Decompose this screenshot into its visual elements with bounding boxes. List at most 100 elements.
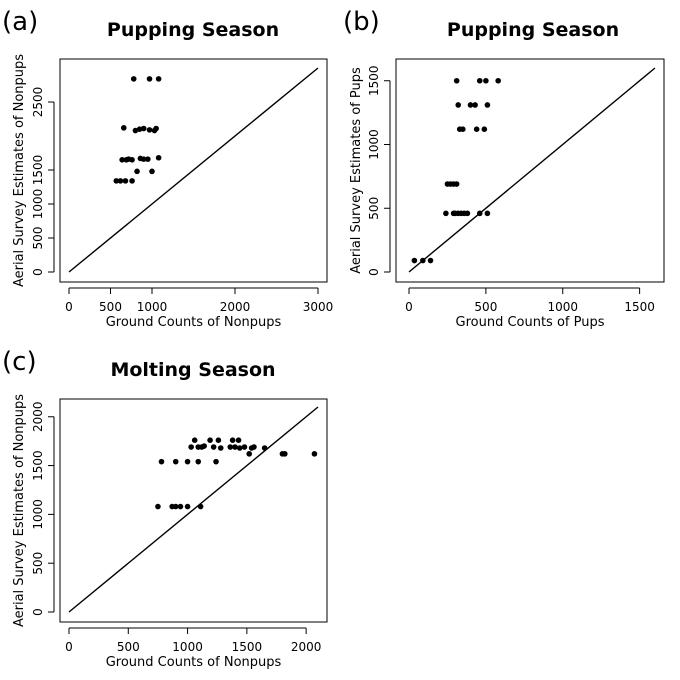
data-point [140, 125, 147, 132]
plot-frame [395, 58, 665, 283]
x-tick-label: 1000 [547, 300, 578, 314]
y-tick-label: 2500 [31, 87, 45, 118]
data-point [146, 127, 153, 133]
data-point [130, 76, 137, 82]
data-point [213, 458, 219, 465]
data-point [188, 444, 194, 450]
x-axis-label: Ground Counts of Nonpups [106, 315, 282, 330]
x-tick-label: 1500 [232, 640, 263, 654]
y-tick-label: 0 [367, 268, 381, 276]
data-point [153, 125, 159, 132]
data-point [411, 257, 418, 264]
x-tick-label: 0 [65, 300, 73, 314]
data-point [460, 126, 466, 132]
data-point [134, 168, 140, 175]
data-point [122, 178, 129, 184]
chart-panel-a: (a) Pupping Season 0 500 1000 2000 3000 0 500 100… [2, 7, 333, 330]
chart-title: Pupping Season [447, 19, 619, 41]
x-axis-label: Ground Counts of Nonpups [106, 655, 282, 670]
data-point [282, 451, 288, 457]
data-point [251, 444, 257, 450]
plot-frame [59, 58, 328, 283]
data-point [119, 157, 125, 163]
data-point [215, 437, 222, 443]
x-tick-label: 1500 [624, 300, 655, 314]
data-point [191, 437, 198, 443]
plot-frame [59, 398, 328, 623]
data-point [201, 443, 207, 449]
data-point [149, 168, 155, 175]
y-tick-label: 1000 [31, 499, 45, 530]
data-point [155, 503, 161, 510]
data-point [227, 444, 234, 450]
panel-letter: (a) [2, 7, 38, 37]
data-point [177, 503, 184, 510]
x-tick-label: 500 [117, 640, 140, 654]
y-tick-label: 1500 [31, 155, 45, 186]
data-point [140, 156, 147, 162]
data-point [207, 437, 213, 443]
data-point [184, 503, 191, 510]
data-point [232, 444, 238, 450]
x-tick-label: 0 [405, 300, 413, 314]
y-tick-label: 500 [367, 197, 381, 220]
data-point [172, 458, 179, 465]
data-point [155, 154, 162, 161]
data-point [476, 77, 483, 84]
x-tick-label: 500 [474, 300, 497, 314]
data-point [113, 178, 120, 184]
identity-reference-line [68, 406, 319, 613]
x-tick-label: 2000 [291, 640, 322, 654]
data-point [467, 102, 474, 108]
data-point [464, 210, 471, 217]
data-point [453, 181, 460, 187]
y-axis-label: Aerial Survey Estimates of Pups [349, 67, 364, 274]
data-point [246, 451, 253, 457]
chart-title: Pupping Season [107, 19, 279, 41]
chart-title: Molting Season [110, 359, 275, 381]
identity-reference-line [68, 67, 319, 273]
data-point [129, 178, 135, 184]
x-tick-label: 0 [65, 640, 73, 654]
data-point [473, 126, 480, 132]
data-point [120, 125, 127, 131]
y-tick-label: 1000 [367, 129, 381, 160]
x-tick-label: 3000 [303, 300, 334, 314]
data-point [311, 451, 318, 457]
x-axis-label: Ground Counts of Pups [456, 315, 605, 330]
y-tick-label: 2000 [31, 401, 45, 432]
data-point [241, 444, 248, 450]
data-point [261, 445, 268, 451]
data-point [146, 76, 153, 82]
data-point [472, 102, 478, 108]
y-tick-label: 1500 [367, 65, 381, 96]
chart-panel-b: (b) Pupping Season 0 500 1000 1500 0 500 1000 150… [343, 7, 665, 330]
data-point [484, 210, 491, 217]
data-point [483, 77, 489, 84]
data-point [145, 156, 151, 162]
data-point [427, 257, 434, 264]
data-point [495, 77, 501, 84]
data-point [484, 102, 491, 108]
y-tick-label: 1000 [31, 189, 45, 220]
data-point [210, 444, 217, 450]
y-tick-label: 500 [31, 552, 45, 575]
data-point [155, 76, 162, 82]
y-tick-label: 0 [31, 268, 45, 276]
data-point [184, 458, 191, 465]
data-point [443, 210, 449, 217]
y-axis-label: Aerial Survey Estimates of Nonpups [12, 394, 27, 627]
data-point [197, 503, 204, 510]
data-point [455, 102, 462, 108]
data-point [195, 458, 202, 465]
data-point [453, 77, 460, 84]
y-axis-label: Aerial Survey Estimates of Nonpups [12, 54, 27, 287]
data-point [420, 257, 426, 264]
data-point [217, 445, 224, 451]
panel-letter: (b) [343, 7, 380, 37]
data-point [229, 437, 236, 443]
data-point [476, 210, 483, 217]
data-point [136, 126, 143, 132]
y-tick-label: 0 [31, 608, 45, 616]
